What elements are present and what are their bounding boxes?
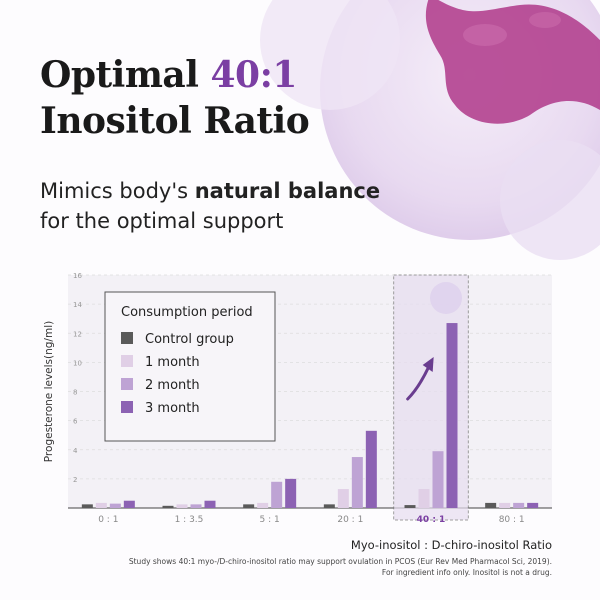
- highlight-glow: [430, 282, 462, 314]
- bar: [404, 505, 416, 508]
- x-tick-label: 0 : 1: [98, 515, 118, 525]
- bar: [81, 504, 93, 508]
- bar: [285, 478, 297, 508]
- trend-arrow: [406, 365, 431, 401]
- y-tick-label: 2: [73, 476, 77, 484]
- y-tick-label: 14: [73, 301, 82, 309]
- x-tick-label: 1 : 3.5: [175, 515, 204, 525]
- y-tick-label: 8: [73, 389, 77, 397]
- x-tick-label: 5 : 1: [260, 515, 280, 525]
- bar: [162, 505, 174, 508]
- legend-box: [104, 291, 276, 442]
- bar: [418, 489, 430, 508]
- bar: [351, 457, 363, 508]
- bar: [176, 504, 188, 508]
- x-tick-label: 80 : 1: [499, 515, 525, 525]
- trend-arrow-head: [422, 357, 434, 372]
- y-tick-label: 4: [73, 447, 78, 455]
- y-axis-label: Progesterone levels(ng/ml): [43, 321, 55, 462]
- footnote-disclaimer: For ingredient info only. Inositol is no…: [381, 568, 552, 577]
- legend-swatch: [121, 378, 133, 390]
- legend-label: 3 month: [145, 401, 200, 416]
- bar: [271, 481, 283, 508]
- headline-accent: 40:1: [210, 54, 297, 96]
- bar: [446, 323, 458, 508]
- subheading-prefix: Mimics body's: [40, 179, 195, 203]
- legend-swatch: [121, 355, 133, 367]
- legend-swatch: [121, 401, 133, 413]
- legend-label: 1 month: [145, 355, 200, 370]
- legend-label: Control group: [145, 332, 234, 347]
- y-tick-label: 10: [73, 359, 82, 367]
- bar: [123, 500, 135, 508]
- bar: [499, 502, 511, 508]
- footnote-study: Study shows 40:1 myo-/D-chiro-inositol r…: [128, 557, 552, 566]
- legend-swatch: [121, 332, 133, 344]
- bar: [527, 502, 539, 508]
- progesterone-bar-chart: Progesterone levels(ng/ml) 2 4 6 8 10 12 14 16 0 …: [43, 272, 552, 525]
- y-tick-label: 12: [73, 330, 82, 338]
- page-headline: Optimal 40:1 Inositol Ratio: [40, 52, 310, 144]
- bar: [485, 502, 497, 508]
- legend-title: Consumption period: [121, 305, 253, 320]
- headline-line2: Inositol Ratio: [40, 100, 310, 142]
- legend-label: 2 month: [145, 378, 200, 393]
- x-axis-title: Myo-inositol : D-chiro-inositol Ratio: [350, 538, 552, 552]
- bar: [513, 502, 525, 508]
- headline-line1: Optimal: [40, 54, 211, 96]
- x-tick-label: 40 : 1: [417, 515, 446, 525]
- bar: [365, 430, 377, 508]
- bar: [95, 502, 107, 508]
- footnote: Study shows 40:1 myo-/D-chiro-inositol r…: [32, 556, 552, 578]
- bar: [190, 504, 202, 508]
- subheading: Mimics body's natural balance for the op…: [40, 176, 380, 236]
- bar: [323, 504, 335, 508]
- bar: [109, 503, 121, 508]
- x-tick-label: 20 : 1: [337, 515, 363, 525]
- bar: [257, 502, 269, 508]
- bar: [337, 489, 349, 508]
- y-tick-label: 6: [73, 418, 78, 426]
- subheading-line2: for the optimal support: [40, 209, 284, 233]
- subheading-bold: natural balance: [194, 179, 381, 203]
- molecule-decoration: [260, 0, 600, 260]
- y-tick-label: 16: [73, 272, 82, 280]
- bar: [432, 451, 444, 508]
- bar: [243, 504, 255, 508]
- bar: [204, 500, 216, 508]
